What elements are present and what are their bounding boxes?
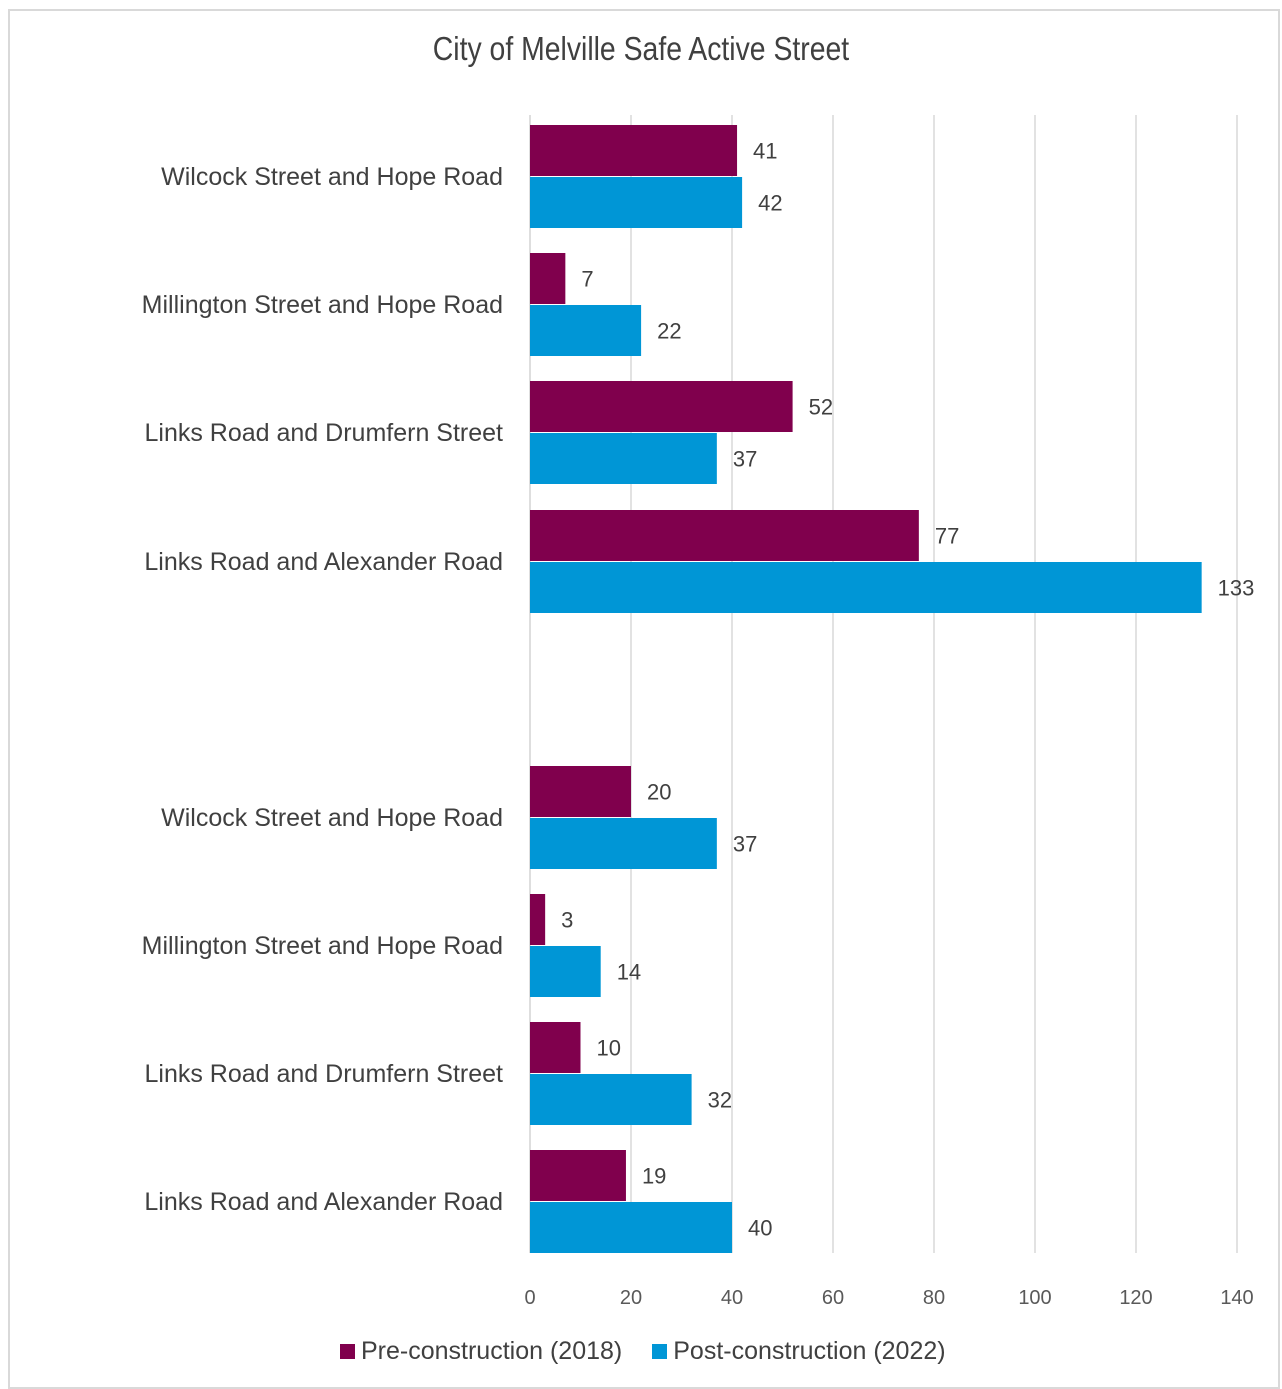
bar (530, 946, 601, 997)
category-label: Wilcock Street and Hope Road (161, 163, 503, 191)
category-label: Links Road and Alexander Road (144, 548, 503, 576)
data-label: 7 (581, 267, 593, 292)
data-label: 40 (748, 1216, 772, 1241)
data-labels: 41 7 52 77 20 3 10 19 42 22 37 133 37 14 32 40 (561, 139, 1254, 1241)
category-label: Links Road and Drumfern Street (144, 419, 503, 447)
bar (530, 818, 717, 869)
chart-frame (8, 9, 1280, 1389)
bar (530, 381, 793, 432)
legend-swatch-pre (340, 1344, 355, 1359)
legend-item-pre: Pre-construction (2018) (340, 1337, 622, 1366)
data-label: 22 (657, 319, 681, 344)
x-tick-label: 20 (620, 1287, 642, 1309)
category-label: Wilcock Street and Hope Road (161, 804, 503, 832)
data-label: 41 (753, 139, 777, 164)
category-label: Links Road and Drumfern Street (144, 1060, 503, 1088)
bar (530, 894, 546, 945)
gridlines (529, 115, 1238, 1253)
bar (530, 433, 717, 484)
x-tick-label: 60 (822, 1287, 844, 1309)
bar (530, 253, 566, 304)
bar (530, 1150, 626, 1201)
bar (530, 510, 919, 561)
x-tick-label: 140 (1220, 1287, 1253, 1309)
bar (530, 125, 738, 176)
bar (530, 766, 631, 817)
x-tick-label: 120 (1119, 1287, 1152, 1309)
bar (530, 1074, 692, 1125)
x-tick-label: 40 (721, 1287, 743, 1309)
legend-item-post: Post-construction (2022) (652, 1337, 946, 1366)
category-label: Millington Street and Hope Road (142, 932, 503, 960)
category-label: Millington Street and Hope Road (142, 291, 503, 319)
bar (530, 177, 743, 228)
legend-label-post: Post-construction (2022) (673, 1337, 946, 1365)
bar (530, 1202, 732, 1253)
category-labels: Wilcock Street and Hope Road Millington S… (142, 163, 503, 1216)
data-label: 52 (809, 395, 833, 420)
bar (530, 562, 1202, 613)
data-label: 37 (733, 447, 757, 472)
data-label: 32 (708, 1088, 732, 1113)
bars (530, 125, 1202, 1253)
category-label: Links Road and Alexander Road (144, 1188, 503, 1216)
data-label: 19 (642, 1164, 666, 1189)
data-label: 3 (561, 908, 573, 933)
data-label: 20 (647, 780, 671, 805)
bar (530, 1022, 581, 1073)
data-label: 37 (733, 832, 757, 857)
legend-swatch-post (652, 1344, 668, 1359)
legend-label-pre: Pre-construction (2018) (361, 1337, 623, 1365)
data-label: 77 (935, 524, 959, 549)
data-label: 14 (617, 960, 641, 985)
x-axis-ticks: 0 20 40 60 80 100 120 140 (524, 1287, 1253, 1309)
chart-title: City of Melville Safe Active Street (432, 30, 850, 67)
x-tick-label: 100 (1018, 1287, 1051, 1309)
data-label: 10 (597, 1036, 621, 1061)
legend: Pre-construction (2018) Post-constructio… (340, 1337, 976, 1366)
x-tick-label: 80 (923, 1287, 945, 1309)
data-label: 42 (758, 191, 782, 216)
data-label: 133 (1218, 576, 1255, 601)
bar (530, 305, 642, 356)
x-tick-label: 0 (524, 1287, 535, 1309)
